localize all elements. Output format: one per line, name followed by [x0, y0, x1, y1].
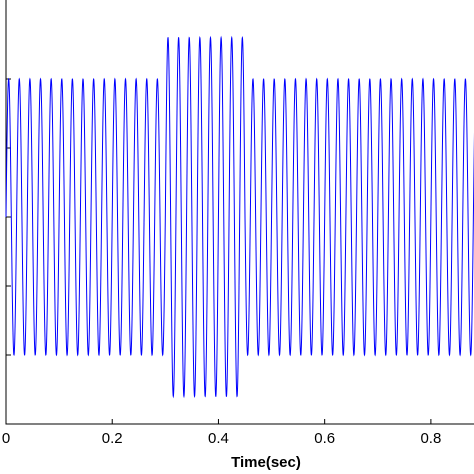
x-tick-label: 0 — [2, 430, 10, 447]
x-tick-label: 0.8 — [420, 430, 441, 447]
x-axis-tick-labels: 0 0.2 0.4 0.6 0.8 — [2, 430, 441, 447]
x-tick-label: 0.2 — [102, 430, 123, 447]
x-tick-label: 0.4 — [208, 430, 229, 447]
x-axis-ticks — [5, 419, 432, 424]
x-tick-label: 0.6 — [314, 430, 335, 447]
x-axis-title: Time(sec) — [231, 454, 301, 471]
signal-line — [5, 35, 474, 399]
